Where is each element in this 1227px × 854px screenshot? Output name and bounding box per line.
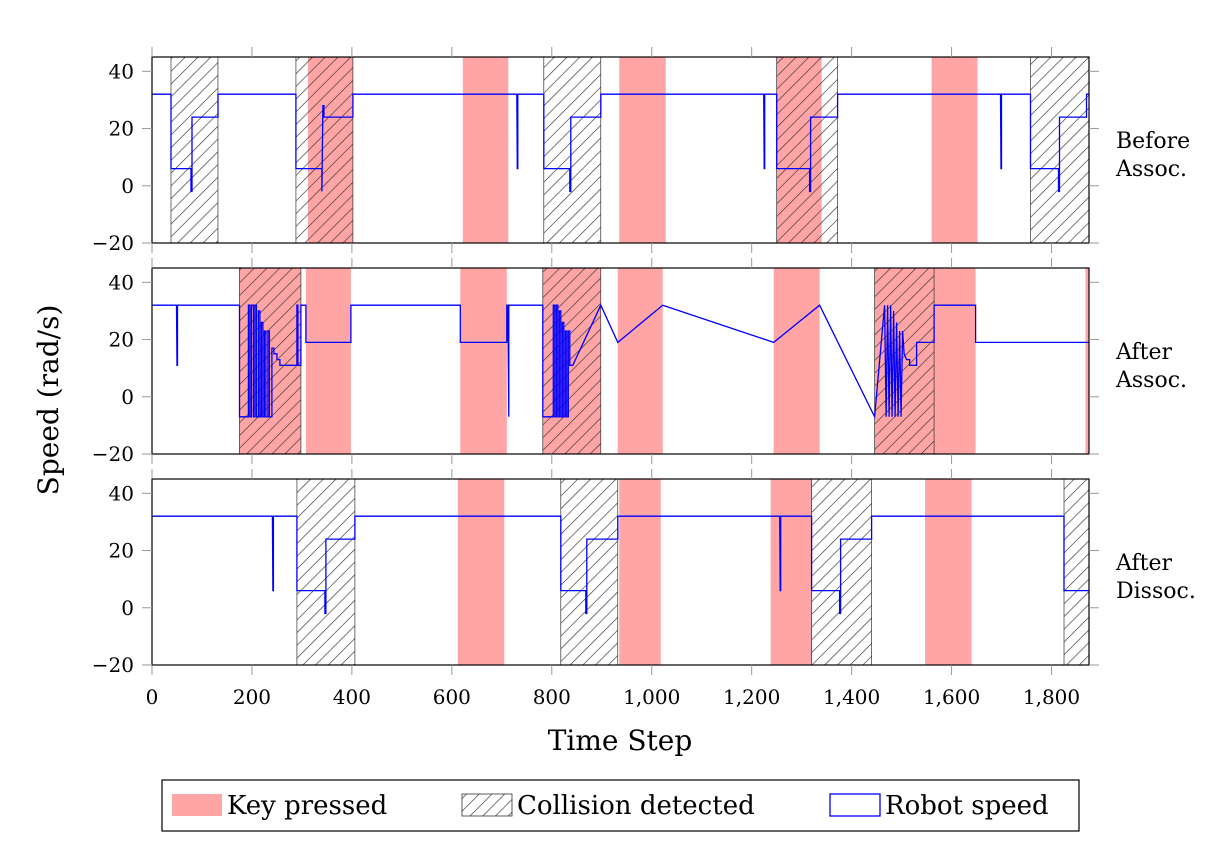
key-pressed-region — [1085, 268, 1089, 454]
collision-region — [874, 268, 935, 454]
legend-box — [161, 779, 1080, 832]
legend-key-swatch — [172, 794, 222, 816]
legend: Key pressed Collision detected Robot speed — [161, 779, 1080, 832]
key-pressed-region — [931, 57, 978, 243]
x-tick-label: 1,600 — [923, 685, 980, 709]
collision-region — [776, 57, 838, 243]
y-tick-label: 0 — [121, 596, 134, 620]
key-pressed-region — [770, 479, 812, 665]
panel-frame — [151, 267, 1090, 455]
legend-label: Collision detected — [517, 791, 755, 821]
panel-frame — [151, 56, 1090, 244]
collision-region — [560, 479, 618, 665]
key-pressed-region — [305, 268, 351, 454]
robot-speed-line — [152, 93, 1089, 193]
key-pressed-region — [619, 479, 661, 665]
panel-row-label: Assoc. — [1115, 157, 1187, 182]
collision-region — [295, 57, 353, 243]
panel-1: −20 0 20 40 After Assoc. — [92, 258, 1187, 466]
x-tick-label: 1,400 — [823, 685, 880, 709]
collision-region — [542, 268, 601, 454]
x-axis-title: Time Step — [548, 724, 693, 757]
y-tick-label: 0 — [121, 385, 134, 409]
y-axis-title: Speed (rad/s) — [32, 305, 65, 496]
panel-row-label: Before — [1116, 129, 1190, 154]
collision-region — [543, 57, 601, 243]
y-tick-label: 40 — [109, 481, 134, 505]
y-tick-label: −20 — [92, 442, 134, 466]
panel-row-label: Assoc. — [1115, 368, 1187, 393]
legend-label: Key pressed — [227, 791, 387, 821]
y-tick-label: −20 — [92, 231, 134, 255]
panel-row-label: After — [1115, 551, 1173, 576]
panel-0: −20 0 20 40 Before Assoc. — [92, 47, 1190, 255]
y-tick-label: 40 — [109, 270, 134, 294]
x-tick-label: 0 — [146, 685, 159, 709]
y-tick-label: 40 — [109, 59, 134, 83]
key-pressed-region — [773, 268, 820, 454]
legend-collision-swatch — [461, 793, 513, 817]
x-tick-label: 400 — [333, 685, 371, 709]
x-tick-label: 1,200 — [723, 685, 780, 709]
x-tick-label: 600 — [433, 685, 471, 709]
legend-speed-swatch — [829, 793, 881, 817]
panel-row-label: Dissoc. — [1116, 579, 1196, 604]
y-tick-label: 0 — [121, 174, 134, 198]
y-tick-label: 20 — [109, 117, 134, 141]
key-pressed-region — [925, 479, 972, 665]
y-tick-label: 20 — [109, 328, 134, 352]
key-pressed-region — [619, 57, 666, 243]
legend-label: Robot speed — [885, 791, 1049, 821]
collision-region — [170, 57, 218, 243]
key-pressed-region — [617, 268, 663, 454]
collision-region — [811, 479, 872, 665]
panel-frame — [151, 478, 1090, 666]
chart-panels: −2002040BeforeAssoc.−2002040AfterAssoc.−… — [92, 47, 1196, 709]
robot-speed-line — [152, 303, 1089, 420]
x-tick-label: 200 — [233, 685, 271, 709]
x-tick-label: 800 — [533, 685, 571, 709]
x-tick-label: 1,000 — [623, 685, 680, 709]
panel-plot-area — [152, 57, 1089, 243]
robot-speed-line — [152, 515, 1089, 615]
panel-row-label: After — [1115, 340, 1173, 365]
x-tick-label: 1,800 — [1023, 685, 1080, 709]
panel-2: −20 0 20 40 After Dissoc. — [92, 469, 1196, 677]
panel-plot-area — [152, 479, 1089, 665]
key-pressed-region — [457, 479, 505, 665]
key-pressed-region — [462, 57, 509, 243]
collision-region — [1064, 479, 1089, 665]
key-pressed-region — [460, 268, 507, 454]
y-tick-label: 20 — [109, 539, 134, 563]
y-tick-label: −20 — [92, 653, 134, 677]
panel-plot-area — [152, 268, 1089, 454]
